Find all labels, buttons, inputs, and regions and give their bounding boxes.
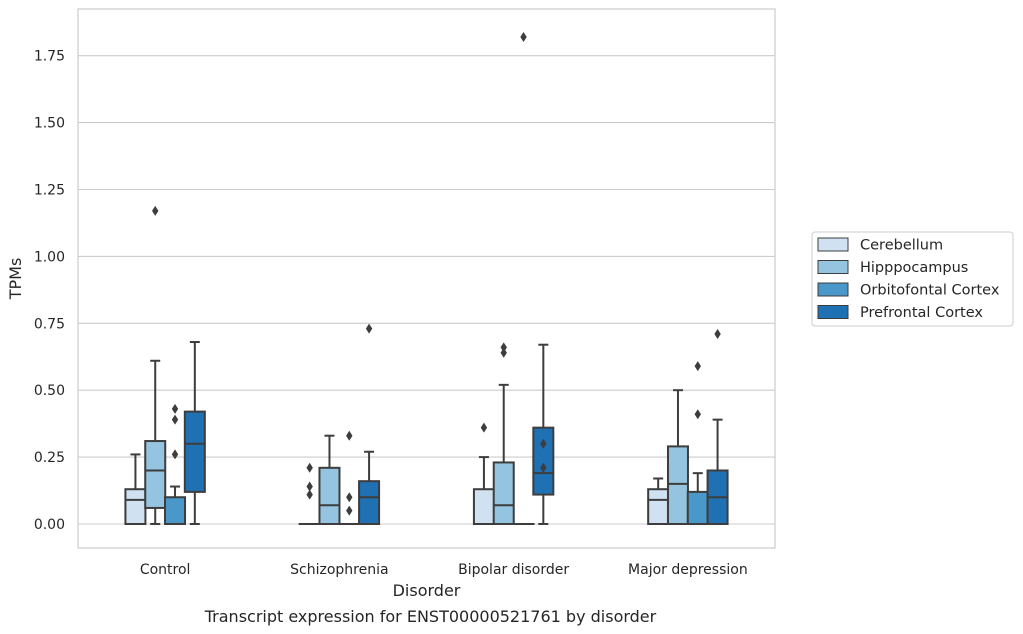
boxes [124,31,729,526]
box-cerebellum [472,422,495,526]
legend-swatch [817,260,849,274]
plot-frame [77,8,776,549]
box-orbitofontal-cortex [338,430,361,526]
box-hipppocampus [144,205,167,525]
box-iqr [666,445,689,525]
outlier-point [714,329,721,340]
x-tick-label: Schizophrenia [290,562,388,578]
box-orbitofontal-cortex [686,361,709,525]
box-cerebellum [647,477,670,526]
y-tick-label: 0.50 [34,383,65,399]
box-prefrontal-cortex [706,329,729,526]
legend-label: Orbitofontal Cortex [860,283,1000,299]
box-iqr [472,488,495,526]
x-tick-label: Bipolar disorder [458,562,569,578]
box-iqr [532,426,555,496]
y-tick-label: 1.00 [34,249,65,265]
box-prefrontal-cortex [532,343,555,525]
box-orbitofontal-cortex [512,31,535,526]
outlier-point [306,481,313,492]
legend-label: Hipppocampus [860,260,968,276]
outlier-point [171,403,179,414]
outlier-point [694,409,701,420]
x-axis-label: Disorder [393,581,461,600]
box-iqr [124,488,147,526]
box-prefrontal-cortex [358,323,381,525]
outlier-point [306,462,313,473]
box-iqr [183,410,206,493]
box-hipppocampus [666,389,689,525]
box-cerebellum [124,453,147,526]
y-axis-label: TPMs [6,258,25,301]
box-prefrontal-cortex [183,341,206,525]
outlier-point [480,422,488,433]
box-hipppocampus [492,342,515,525]
legend-swatch [817,237,849,252]
outlier-point [346,492,353,503]
outlier-point [346,505,353,516]
box-iqr [164,496,187,525]
x-tick-labels: Control Schizophrenia Bipolar disorder Majo… [140,562,748,578]
y-tick-labels: 0.00 0.25 0.50 0.75 1.00 1.25 1.50 1.75 [34,49,65,533]
outlier-point [540,462,547,473]
outlier-point [171,449,179,460]
outlier-point [152,205,159,216]
legend: Cerebellum Hipppocampus Orbitofontal Corte… [811,231,1014,327]
y-tick-label: 1.75 [34,49,65,65]
outlier-point [171,414,179,425]
outlier-point [306,489,313,500]
box-iqr [358,480,381,525]
outlier-point [540,438,547,449]
legend-label: Prefrontal Cortex [860,305,983,321]
box-iqr [144,440,167,509]
outlier-point [520,31,527,42]
x-tick-label: Major depression [628,562,748,578]
box-orbitofontal-cortex [164,403,187,525]
box-cerebellum [298,462,321,526]
legend-swatch [817,282,849,297]
box-iqr [492,461,515,525]
x-tick-label: Control [140,562,191,578]
box-iqr [686,490,709,525]
box-iqr [647,488,670,526]
y-tick-label: 0.25 [34,450,65,466]
chart-caption: Transcript expression for ENST0000052176… [204,607,657,626]
y-tick-label: 0.75 [34,316,65,332]
legend-frame [811,231,1014,327]
legend-label: Cerebellum [860,238,943,254]
outlier-point [500,342,507,353]
outlier-point [500,347,507,358]
legend-swatch [817,305,849,319]
y-tick-label: 0.00 [34,517,65,533]
y-tick-label: 1.50 [34,116,65,132]
box-iqr [318,466,341,525]
outlier-point [694,361,701,372]
box-hipppocampus [318,434,341,525]
outlier-point [346,430,353,441]
y-tick-label: 1.25 [34,183,65,199]
outlier-point [365,323,373,334]
